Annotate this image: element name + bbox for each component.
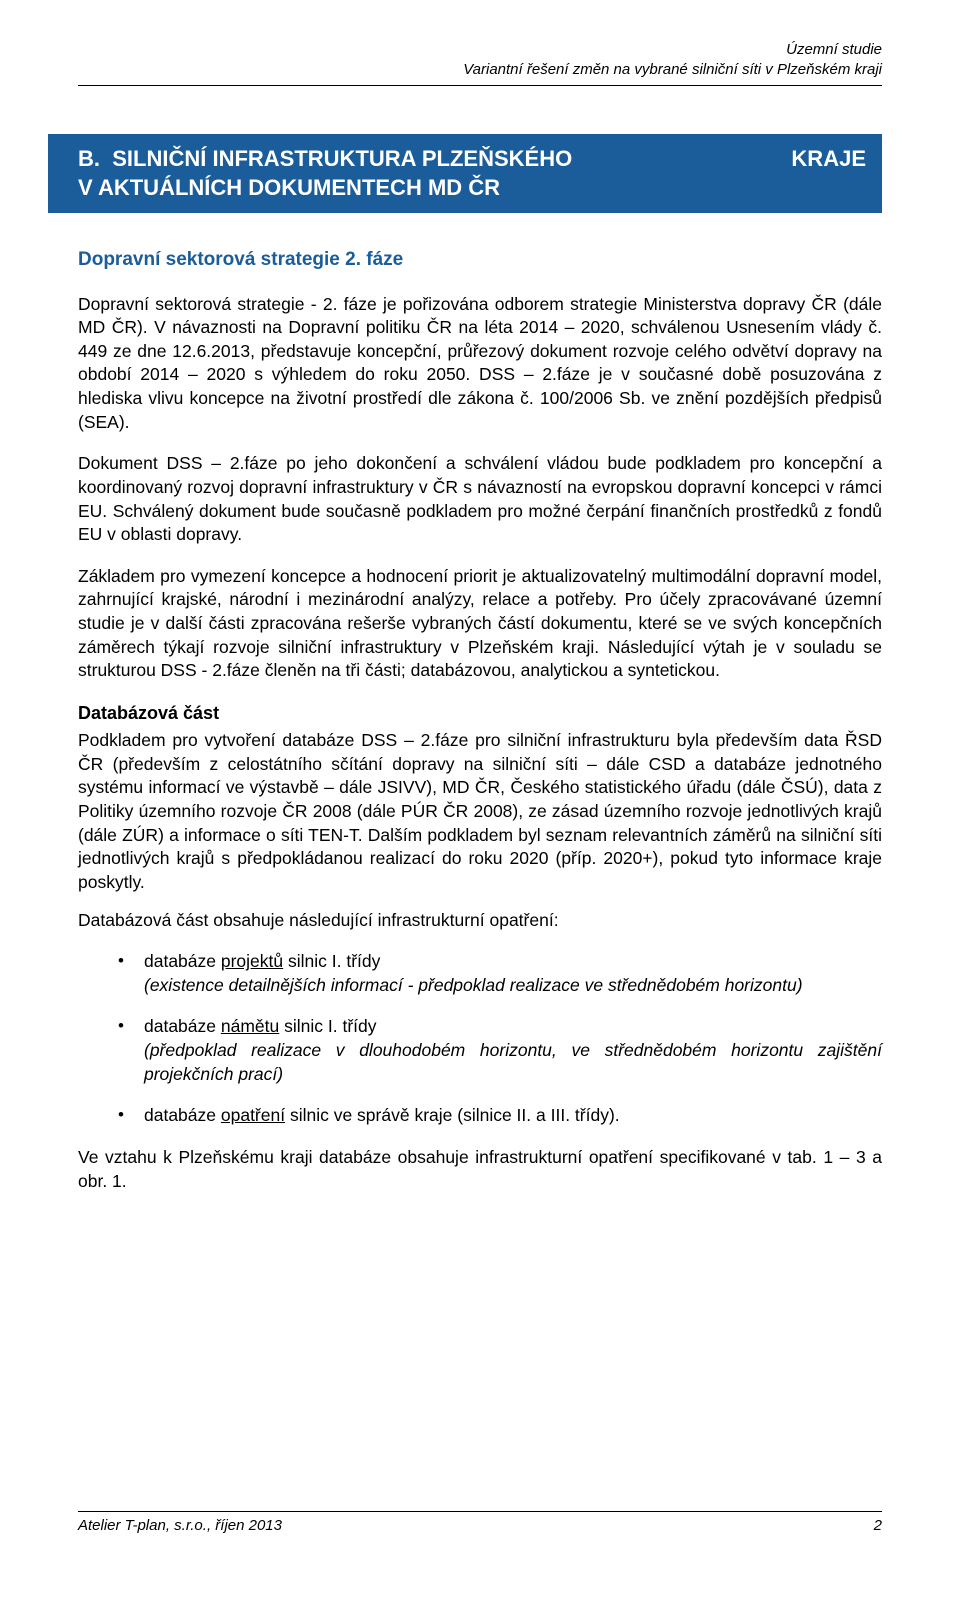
- db-section-title: Databázová část: [78, 701, 882, 725]
- document-page: Územní studie Variantní řešení změn na v…: [0, 0, 960, 1560]
- footer-left: Atelier T-plan, s.r.o., říjen 2013: [78, 1516, 282, 1536]
- header-divider: [78, 85, 882, 86]
- bullet-list: databáze projektů silnic I. třídy (exist…: [78, 950, 882, 1128]
- db-paragraph-3: Ve vztahu k Plzeňskému kraji databáze ob…: [78, 1146, 882, 1193]
- banner-line2: V AKTUÁLNÍCH DOKUMENTECH MD ČR: [78, 173, 866, 203]
- banner-line1-left: B. SILNIČNÍ INFRASTRUKTURA PLZEŇSKÉHO: [78, 144, 572, 174]
- db-paragraph-1: Podkladem pro vytvoření databáze DSS – 2…: [78, 729, 882, 894]
- paragraph-2: Dokument DSS – 2.fáze po jeho dokončení …: [78, 452, 882, 547]
- footer-divider: [78, 1511, 882, 1512]
- header-line-1: Územní studie: [78, 40, 882, 60]
- db-paragraph-2: Databázová část obsahuje následující inf…: [78, 909, 882, 933]
- header-line-2: Variantní řešení změn na vybrané silničn…: [78, 60, 882, 80]
- running-header: Územní studie Variantní řešení změn na v…: [78, 40, 882, 81]
- list-item: databáze opatření silnic ve správě kraje…: [118, 1104, 882, 1128]
- paragraph-1: Dopravní sektorová strategie - 2. fáze j…: [78, 293, 882, 435]
- list-item: databáze námětu silnic I. třídy (předpok…: [118, 1015, 882, 1086]
- list-item-sub: (existence detailnějších informací - pře…: [144, 974, 882, 998]
- banner-line1-right: KRAJE: [791, 144, 866, 174]
- paragraph-3: Základem pro vymezení koncepce a hodnoce…: [78, 565, 882, 683]
- page-number: 2: [874, 1516, 882, 1536]
- list-item: databáze projektů silnic I. třídy (exist…: [118, 950, 882, 997]
- section-heading-banner: B. SILNIČNÍ INFRASTRUKTURA PLZEŇSKÉHO KR…: [48, 134, 882, 213]
- page-footer: Atelier T-plan, s.r.o., říjen 2013 2: [78, 1511, 882, 1536]
- subsection-title: Dopravní sektorová strategie 2. fáze: [78, 247, 882, 273]
- list-item-sub: (předpoklad realizace v dlouhodobém hori…: [144, 1039, 882, 1086]
